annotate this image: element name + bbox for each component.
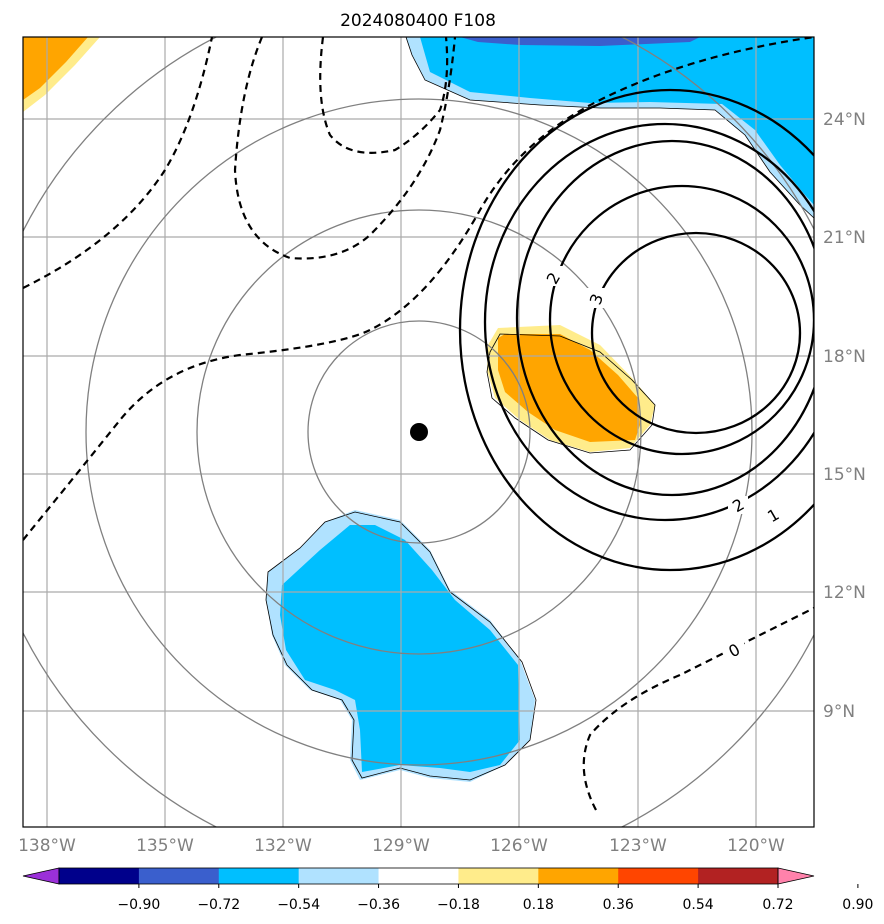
colorbar-bin — [218, 868, 300, 884]
colorbar-tick-label: 0.18 — [523, 897, 554, 913]
solid-contours — [458, 88, 814, 572]
colorbar-tick-label: −0.36 — [357, 897, 400, 913]
colorbar-tick-label: −0.72 — [197, 897, 240, 913]
lon-label: 135°W — [136, 836, 194, 856]
shaded-strong-negative — [460, 37, 700, 46]
lon-label: 123°W — [609, 836, 667, 856]
dashed-contours — [23, 37, 814, 811]
colorbar-tick-label: −0.90 — [117, 897, 160, 913]
colorbar-tick-label: −0.18 — [437, 897, 480, 913]
contour-labels: 2 3 2 1 0 — [543, 266, 783, 661]
colorbar-bin — [698, 868, 779, 884]
shaded-positive-northwest — [23, 37, 100, 112]
range-rings — [23, 37, 814, 827]
colorbar-frame — [58, 867, 779, 885]
map-frame — [22, 36, 815, 828]
lon-label: 120°W — [727, 836, 785, 856]
lat-label: 9°N — [823, 702, 855, 722]
colorbar-bin — [59, 868, 140, 884]
colorbar-tick-label: 0.90 — [842, 897, 873, 913]
colorbar-bin — [618, 868, 699, 884]
lon-label: 126°W — [490, 836, 548, 856]
lon-label: 132°W — [254, 836, 312, 856]
lat-axis: 24°N 21°N 18°N 15°N 12°N 9°N — [823, 110, 866, 722]
colorbar-bin — [458, 868, 539, 884]
colorbar-extend-min — [22, 867, 60, 885]
colorbar-bin — [298, 868, 380, 884]
lon-label: 138°W — [18, 836, 76, 856]
lon-axis: 138°W 135°W 132°W 129°W 126°W 123°W 120°… — [18, 836, 785, 856]
lat-label: 18°N — [823, 347, 866, 367]
colorbar-bin — [138, 868, 220, 884]
colorbar-tick-label: −0.54 — [277, 897, 320, 913]
map-panel: 2 3 2 1 0 — [23, 37, 814, 827]
map-title: 2024080400 F108 — [340, 11, 496, 31]
colorbar-bin — [378, 868, 459, 884]
colorbar-tick-label: 0.72 — [762, 897, 793, 913]
colorbar-tick-label: 0.54 — [683, 897, 714, 913]
lat-label: 15°N — [823, 465, 866, 485]
colorbar-tick-label: 0.36 — [603, 897, 634, 913]
storm-center-marker — [410, 423, 428, 441]
lon-label: 129°W — [372, 836, 430, 856]
lat-label: 24°N — [823, 110, 866, 130]
colorbar: −0.90 −0.72 −0.54 −0.36 −0.18 0.18 0.36 0.54 0.7… — [22, 867, 873, 913]
lat-label: 21°N — [823, 228, 866, 248]
lat-label: 12°N — [823, 583, 866, 603]
colorbar-bin — [538, 868, 619, 884]
colorbar-extend-max — [777, 867, 815, 885]
